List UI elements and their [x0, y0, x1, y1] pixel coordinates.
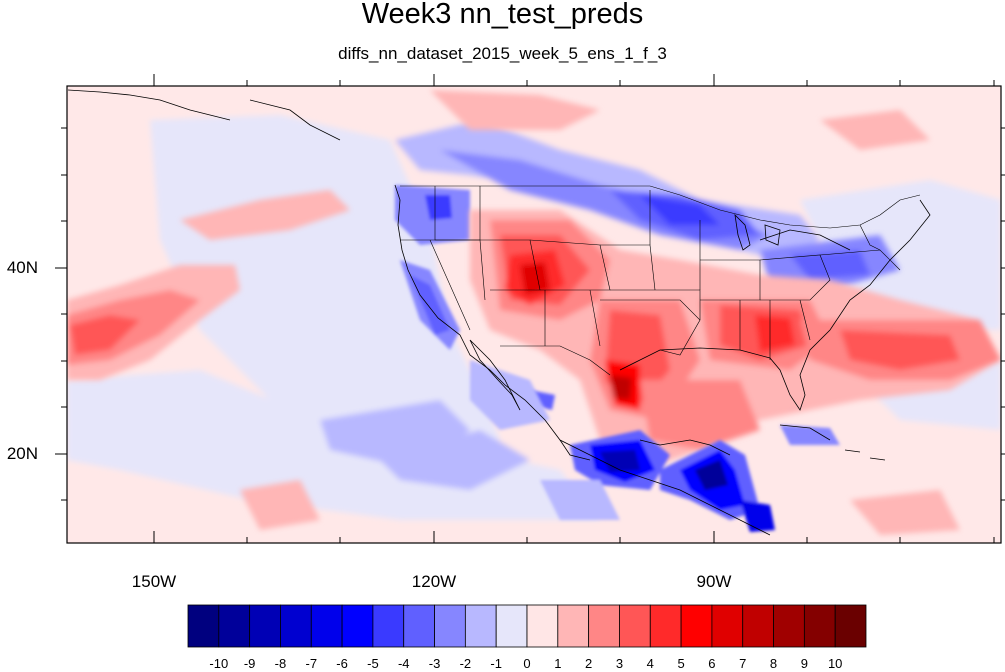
colorbar-swatch [526, 604, 559, 648]
colorbar [187, 604, 867, 648]
colorbar-swatch [649, 604, 682, 648]
colorbar-swatch [803, 604, 836, 648]
colorbar-tick-label: -2 [459, 656, 472, 671]
axis-ticks [55, 74, 1005, 543]
colorbar-swatch [341, 604, 374, 648]
colorbar-tick-label: -8 [274, 656, 287, 671]
colorbar-tick-label: 1 [554, 656, 562, 671]
colorbar-swatch [588, 604, 620, 648]
colorbar-tick-label: 0 [523, 656, 531, 671]
colorbar-swatch [280, 604, 312, 648]
colorbar-swatch [218, 604, 251, 648]
colorbar-swatch [742, 604, 774, 648]
colorbar-swatch [249, 604, 281, 648]
lat-label-20n: 20N [6, 444, 38, 463]
colorbar-swatch [187, 604, 220, 648]
borders [400, 185, 921, 376]
colorbar-tick-label: -4 [397, 656, 410, 671]
colorbar-tick-label: 7 [739, 656, 747, 671]
colorbar-swatch [464, 604, 497, 648]
plot-subtitle: diffs_nn_dataset_2015_week_5_ens_1_f_3 [338, 44, 667, 63]
colorbar-swatch [834, 604, 867, 648]
colorbar-tick-label: -6 [336, 656, 348, 671]
colorbar-swatch [434, 604, 466, 648]
lon-label-90w: 90W [696, 572, 732, 591]
colorbar-tick-label: -3 [428, 656, 441, 671]
plot-title: Week3 nn_test_preds [361, 0, 644, 30]
lat-label-40n: 40N [6, 258, 38, 277]
colorbar-tick-label: 3 [615, 656, 624, 671]
colorbar-tick-label: 4 [646, 656, 654, 671]
colorbar-tick-label: 9 [800, 656, 808, 671]
lon-label-150w: 150W [131, 572, 177, 591]
colorbar-swatch [711, 604, 744, 648]
lon-label-120w: 120W [411, 572, 457, 591]
colorbar-tick-label: -7 [305, 656, 318, 671]
anomaly-field [67, 86, 1001, 543]
colorbar-tick-label: -1 [490, 656, 502, 671]
colorbar-swatch [403, 604, 435, 648]
colorbar-swatch [310, 604, 343, 648]
colorbar-tick-label: 8 [769, 656, 778, 671]
colorbar-swatch [773, 604, 805, 648]
colorbar-swatch [557, 604, 590, 648]
colorbar-swatch [619, 604, 651, 648]
colorbar-tick-label: -9 [243, 656, 256, 671]
coastlines [67, 89, 931, 536]
colorbar-tick-label: 6 [708, 656, 716, 671]
colorbar-swatch [495, 604, 528, 648]
colorbar-tick-label: 10 [827, 656, 843, 671]
colorbar-tick-label: 5 [677, 656, 685, 671]
colorbar-swatch [680, 604, 713, 648]
colorbar-tick-label: 2 [585, 656, 593, 671]
colorbar-tick-label: -5 [367, 656, 379, 671]
colorbar-swatch [372, 604, 405, 648]
colorbar-tick-label: -10 [209, 656, 229, 671]
